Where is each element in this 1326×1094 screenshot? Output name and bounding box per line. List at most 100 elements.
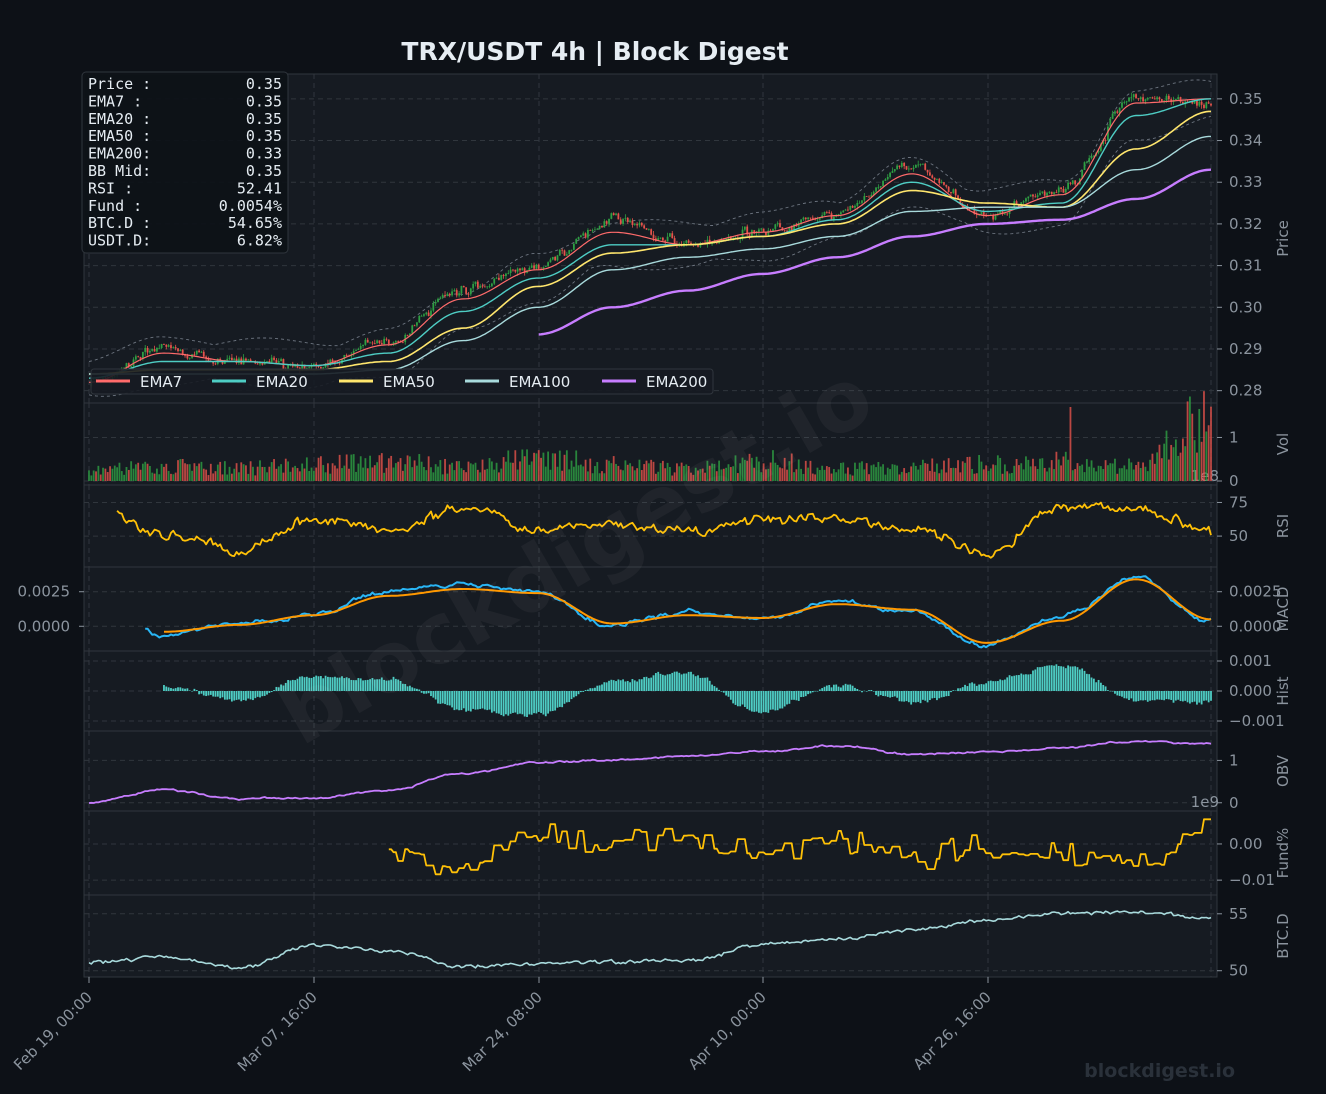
candle-body	[1193, 100, 1196, 104]
candle-body	[500, 275, 503, 280]
hist-bar	[1142, 691, 1144, 701]
candle-body	[776, 223, 779, 225]
hist-bar	[1032, 670, 1034, 691]
hist-bar	[652, 675, 655, 691]
hist-bar	[1053, 665, 1055, 691]
candle-body	[1057, 187, 1060, 193]
volume-bar	[858, 462, 861, 481]
hist-bar	[598, 685, 601, 691]
candle-body	[912, 167, 915, 170]
volume-bar	[847, 467, 849, 481]
candle-body	[1050, 191, 1053, 194]
hist-bar	[163, 685, 165, 691]
candle-body	[786, 230, 788, 232]
volume-bar	[488, 458, 491, 481]
hist-bar	[767, 691, 770, 713]
hist-bar	[348, 678, 350, 691]
hist-bar	[205, 691, 208, 697]
volume-bar	[739, 463, 742, 481]
hist-bar	[636, 681, 639, 691]
volume-bar	[683, 465, 685, 481]
volume-bar	[619, 469, 622, 481]
volume-bar	[1090, 460, 1093, 481]
candle-body	[828, 212, 831, 214]
hist-bar	[587, 689, 589, 691]
candle-body	[1018, 204, 1020, 207]
volume-bar	[226, 474, 229, 481]
hist-bar	[1046, 665, 1048, 691]
hist-bar	[669, 674, 671, 691]
volume-bar	[1142, 462, 1144, 481]
volume-bar	[669, 467, 671, 481]
hist-bar	[811, 691, 814, 693]
candle-body	[861, 200, 863, 203]
macd-ytick-label-0: 0.0025	[1229, 583, 1282, 601]
volume-bar	[397, 461, 400, 481]
volume-bar	[929, 470, 931, 481]
candle-body	[214, 363, 217, 365]
hist-bar	[774, 691, 777, 711]
volume-bar	[685, 464, 688, 481]
info-value-4: 0.33	[246, 145, 282, 163]
volume-bar	[92, 470, 95, 481]
hist-bar	[434, 691, 437, 700]
volume-bar	[926, 463, 929, 481]
volume-bar	[767, 468, 770, 481]
volume-bar	[1060, 465, 1062, 481]
hist-bar	[556, 691, 559, 708]
candle-body	[905, 166, 908, 170]
candle-body	[1069, 182, 1072, 184]
volume-bar	[1048, 467, 1051, 481]
hist-bar	[214, 691, 217, 697]
hist-bar	[469, 691, 472, 712]
volume-bar	[125, 466, 128, 481]
volume-bar	[254, 475, 257, 481]
volume-bar	[1151, 453, 1154, 481]
candle-body	[212, 361, 215, 364]
volume-bar	[1149, 459, 1151, 481]
volume-bar	[99, 474, 102, 481]
x-tick-label-3: Apr 10, 00:00	[685, 988, 770, 1073]
volume-bar	[179, 459, 182, 481]
volume-bar	[366, 468, 369, 481]
volume-bar	[537, 450, 540, 481]
volume-bar	[458, 461, 460, 481]
hist-bar	[509, 691, 512, 714]
info-value-6: 52.41	[237, 179, 282, 197]
volume-bar	[919, 465, 922, 481]
volume-bar	[294, 465, 297, 481]
x-tick-label-0: Feb 19, 00:00	[10, 988, 96, 1074]
hist-bar	[690, 671, 692, 691]
hist-bar	[343, 678, 346, 691]
candle-body	[575, 239, 578, 244]
candle-body	[509, 269, 512, 274]
volume-bar	[961, 461, 964, 481]
volume-bar	[315, 467, 318, 481]
volume-bar	[1121, 468, 1123, 481]
hist-bar	[1085, 673, 1088, 691]
candle-body	[793, 224, 795, 232]
candle-body	[1156, 97, 1159, 100]
volume-bar	[334, 465, 336, 481]
volume-bar	[1163, 443, 1166, 481]
candle-body	[652, 234, 655, 239]
candle-body	[268, 361, 271, 363]
candle-body	[371, 342, 374, 344]
candle-body	[954, 189, 957, 196]
hist-bar	[448, 691, 451, 706]
volume-bar	[617, 465, 620, 481]
volume-bar	[772, 450, 774, 481]
candle-body	[266, 361, 268, 362]
hist-bar	[594, 687, 596, 691]
hist-bar	[779, 691, 781, 709]
candle-body	[230, 357, 233, 361]
candle-body	[650, 229, 653, 235]
candle-body	[891, 171, 894, 173]
hist-bar	[795, 691, 798, 701]
volume-bar	[1189, 396, 1191, 481]
volume-bar	[455, 461, 458, 481]
volume-bar	[544, 466, 547, 481]
candle-body	[451, 291, 453, 296]
volume-bar	[900, 471, 903, 481]
hist-bar	[739, 691, 742, 707]
